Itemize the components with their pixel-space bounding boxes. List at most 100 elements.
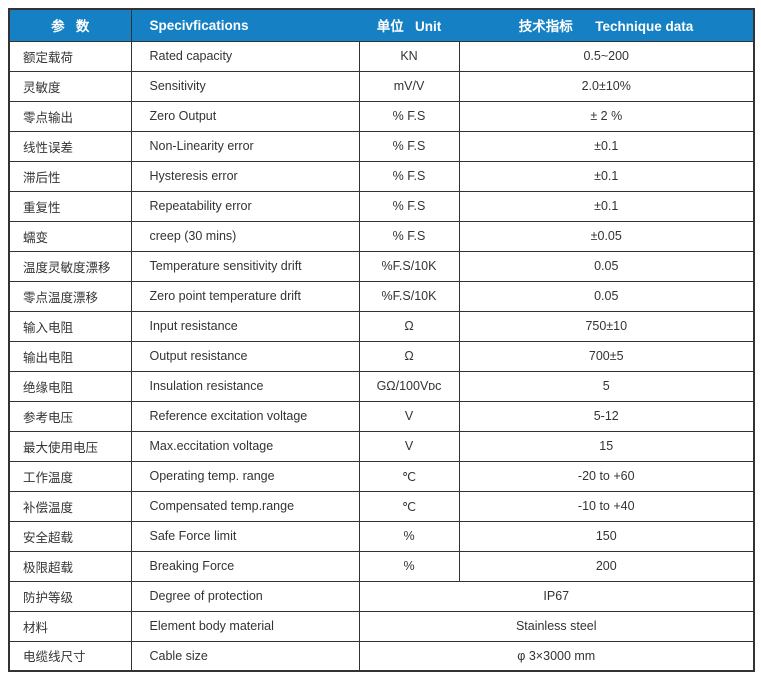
parameter-cell: 工作温度 [8,460,132,492]
value-cell: 200 [458,550,755,582]
parameter-cell: 防护等级 [8,580,132,612]
parameter-cell: 输出电阻 [8,340,132,372]
unit-cell: Ω [358,340,460,372]
header-technique-data: 技术指标 Technique data [459,9,754,42]
value-cell: φ 3×3000 mm [358,640,755,672]
value-cell: 750±10 [458,310,755,342]
unit-cell: % F.S [358,190,460,222]
unit-cell: % F.S [358,130,460,162]
value-cell: ±0.1 [458,160,755,192]
parameter-cell: 零点温度漂移 [8,280,132,312]
table-row: 绝缘电阻 Insulation resistance GΩ/100Vᴅᴄ 5 [8,370,755,402]
parameter-cell: 灵敏度 [8,70,132,102]
specification-cell: Rated capacity [130,40,360,72]
specification-cell: Temperature sensitivity drift [130,250,360,282]
unit-cell: Ω [358,310,460,342]
value-cell: IP67 [358,580,755,612]
unit-cell: mV/V [358,70,460,102]
table-row: 工作温度 Operating temp. range ℃ -20 to +60 [8,460,755,492]
specification-cell: Max.eccitation voltage [130,430,360,462]
unit-cell: % [358,520,460,552]
parameter-cell: 材料 [8,610,132,642]
header-specifications: Specivfications [131,9,359,42]
unit-cell: V [358,400,460,432]
unit-cell: %F.S/10K [358,280,460,312]
table-row: 重复性 Repeatability error % F.S ±0.1 [8,190,755,222]
table-row: 极限超载 Breaking Force % 200 [8,550,755,582]
value-cell: ±0.1 [458,130,755,162]
unit-cell: V [358,430,460,462]
parameter-cell: 极限超载 [8,550,132,582]
unit-cell: % F.S [358,160,460,192]
specification-cell: Sensitivity [130,70,360,102]
value-cell: Stainless steel [358,610,755,642]
specification-cell: Degree of protection [130,580,360,612]
spec-table: 参 数 Specivfications 单位 Unit 技术指标 Techniq… [8,8,755,672]
table-row: 输入电阻 Input resistance Ω 750±10 [8,310,755,342]
value-cell: 15 [458,430,755,462]
parameter-cell: 滞后性 [8,160,132,192]
unit-cell: % F.S [358,100,460,132]
value-cell: ± 2 % [458,100,755,132]
unit-cell: % [358,550,460,582]
specification-cell: Reference excitation voltage [130,400,360,432]
table-row: 补偿温度 Compensated temp.range ℃ -10 to +40 [8,490,755,522]
specification-cell: Element body material [130,610,360,642]
parameter-cell: 重复性 [8,190,132,222]
table-row: 额定载荷 Rated capacity KN 0.5~200 [8,40,755,72]
table-row: 输出电阻 Output resistance Ω 700±5 [8,340,755,372]
specification-cell: Cable size [130,640,360,672]
specification-cell: Breaking Force [130,550,360,582]
parameter-cell: 额定载荷 [8,40,132,72]
table-row: 最大使用电压 Max.eccitation voltage V 15 [8,430,755,462]
table-row: 材料 Element body material Stainless steel [8,610,755,642]
specification-cell: Compensated temp.range [130,490,360,522]
value-cell: 0.05 [458,250,755,282]
table-row: 零点输出 Zero Output % F.S ± 2 % [8,100,755,132]
table-row: 安全超载 Safe Force limit % 150 [8,520,755,552]
unit-cell: %F.S/10K [358,250,460,282]
parameter-cell: 线性误差 [8,130,132,162]
specification-cell: Non-Linearity error [130,130,360,162]
value-cell: 2.0±10% [458,70,755,102]
parameter-cell: 安全超载 [8,520,132,552]
value-cell: 150 [458,520,755,552]
unit-cell: ℃ [358,490,460,522]
value-cell: -10 to +40 [458,490,755,522]
specification-cell: Output resistance [130,340,360,372]
parameter-cell: 温度灵敏度漂移 [8,250,132,282]
unit-cell: ℃ [358,460,460,492]
value-cell: 0.5~200 [458,40,755,72]
value-cell: ±0.05 [458,220,755,252]
specification-cell: Zero point temperature drift [130,280,360,312]
parameter-cell: 最大使用电压 [8,430,132,462]
specification-cell: Input resistance [130,310,360,342]
unit-cell: KN [358,40,460,72]
unit-cell: GΩ/100Vᴅᴄ [358,370,460,402]
value-cell: 700±5 [458,340,755,372]
specification-cell: Repeatability error [130,190,360,222]
table-row: 零点温度漂移 Zero point temperature drift %F.S… [8,280,755,312]
specification-cell: Hysteresis error [130,160,360,192]
table-row: 蠕变 creep (30 mins) % F.S ±0.05 [8,220,755,252]
value-cell: 5 [458,370,755,402]
value-cell: -20 to +60 [458,460,755,492]
header-parameter: 参 数 [9,9,132,42]
table-row: 滞后性 Hysteresis error % F.S ±0.1 [8,160,755,192]
table-row: 电缆线尺寸 Cable size φ 3×3000 mm [8,640,755,672]
table-row: 灵敏度 Sensitivity mV/V 2.0±10% [8,70,755,102]
parameter-cell: 蠕变 [8,220,132,252]
value-cell: 0.05 [458,280,755,312]
specification-cell: creep (30 mins) [130,220,360,252]
table-row: 线性误差 Non-Linearity error % F.S ±0.1 [8,130,755,162]
header-row: 参 数 Specivfications 单位 Unit 技术指标 Techniq… [9,9,754,42]
unit-cell: % F.S [358,220,460,252]
table-row: 防护等级 Degree of protection IP67 [8,580,755,612]
parameter-cell: 绝缘电阻 [8,370,132,402]
parameter-cell: 输入电阻 [8,310,132,342]
table-row: 温度灵敏度漂移 Temperature sensitivity drift %F… [8,250,755,282]
spec-table-body: 额定载荷 Rated capacity KN 0.5~200 灵敏度 Sensi… [8,40,755,672]
parameter-cell: 电缆线尺寸 [8,640,132,672]
parameter-cell: 参考电压 [8,400,132,432]
specification-cell: Operating temp. range [130,460,360,492]
